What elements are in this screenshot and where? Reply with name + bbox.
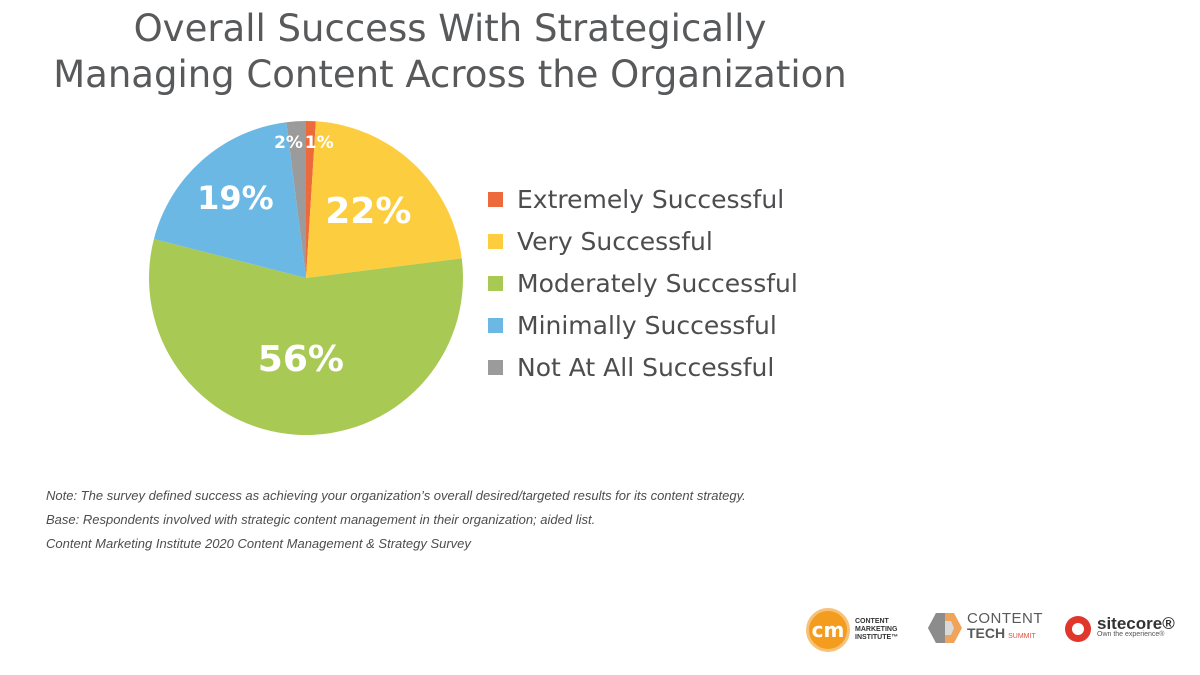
- legend-label: Not At All Successful: [517, 352, 775, 382]
- note-source: Content Marketing Institute 2020 Content…: [46, 536, 471, 551]
- pie-slice-very-successful: [306, 121, 462, 278]
- legend-swatch: [488, 317, 503, 333]
- chart-title: Overall Success With Strategically Manag…: [0, 6, 900, 98]
- hexagon-icon: [928, 613, 962, 643]
- legend-label: Very Successful: [517, 226, 713, 256]
- legend-label: Minimally Successful: [517, 310, 777, 340]
- data-label-extremely-successful: 1%: [305, 133, 334, 153]
- data-label-not-at-all-successful: 2%: [274, 133, 303, 153]
- content-tech-suffix: SUMMIT: [1008, 633, 1036, 640]
- legend-swatch: [488, 359, 503, 375]
- chart-title-line-2: Managing Content Across the Organization: [53, 53, 847, 96]
- content-tech-word: TECH: [967, 625, 1006, 641]
- legend-item: Very Successful: [488, 220, 798, 262]
- pie-slice-minimally-successful: [153, 122, 306, 278]
- legend-item: Minimally Successful: [488, 304, 798, 346]
- data-label-moderately-successful: 56%: [258, 339, 344, 380]
- content-tech-logo: CONTENT TECH SUMMIT: [927, 610, 1043, 644]
- legend-item: Extremely Successful: [488, 178, 798, 220]
- legend-swatch: [488, 191, 503, 207]
- legend-label: Moderately Successful: [517, 268, 798, 298]
- note-definition: Note: The survey defined success as achi…: [46, 488, 746, 503]
- pie-slice-moderately-successful: [148, 238, 463, 436]
- footnotes: Note: The survey defined success as achi…: [46, 484, 746, 556]
- cmi-word-3: INSTITUTE™: [855, 634, 899, 641]
- content-tech-bottom: TECH SUMMIT: [967, 626, 1043, 644]
- legend-item: Moderately Successful: [488, 262, 798, 304]
- legend-item: Not At All Successful: [488, 346, 798, 388]
- sitecore-wordmark: sitecore® Own the experience®: [1097, 614, 1175, 640]
- legend-label: Extremely Successful: [517, 184, 785, 214]
- legend-swatch: [488, 233, 503, 249]
- cmi-badge-icon: cm: [806, 608, 850, 652]
- data-label-very-successful: 22%: [325, 191, 411, 232]
- cmi-logo: cm CONTENT MARKETING INSTITUTE™: [806, 608, 898, 652]
- cmi-word-2: MARKETING: [855, 626, 898, 633]
- pie-chart: 1% 22% 56% 19% 2%: [148, 121, 463, 436]
- legend-swatch: [488, 275, 503, 291]
- chart-title-line-1: Overall Success With Strategically: [133, 7, 767, 50]
- sitecore-name: sitecore®: [1097, 614, 1175, 633]
- sitecore-tagline: Own the experience®: [1097, 631, 1165, 638]
- sitecore-mark-icon: [1065, 616, 1091, 642]
- cmi-word-1: CONTENT: [855, 618, 889, 625]
- cmi-wordmark: CONTENT MARKETING INSTITUTE™: [855, 618, 898, 642]
- sitecore-logo: sitecore® Own the experience®: [1065, 614, 1175, 642]
- note-base: Base: Respondents involved with strategi…: [46, 512, 596, 527]
- content-tech-top: CONTENT: [967, 610, 1043, 627]
- content-tech-wordmark: CONTENT TECH SUMMIT: [967, 610, 1043, 644]
- pie-slice-extremely-successful: [306, 121, 316, 278]
- logo-strip: cm CONTENT MARKETING INSTITUTE™ CONTENT …: [800, 600, 1180, 666]
- legend: Extremely Successful Very Successful Moder…: [488, 178, 798, 388]
- pie-slice-not-at-all-successful: [286, 121, 306, 278]
- data-label-minimally-successful: 19%: [197, 179, 274, 217]
